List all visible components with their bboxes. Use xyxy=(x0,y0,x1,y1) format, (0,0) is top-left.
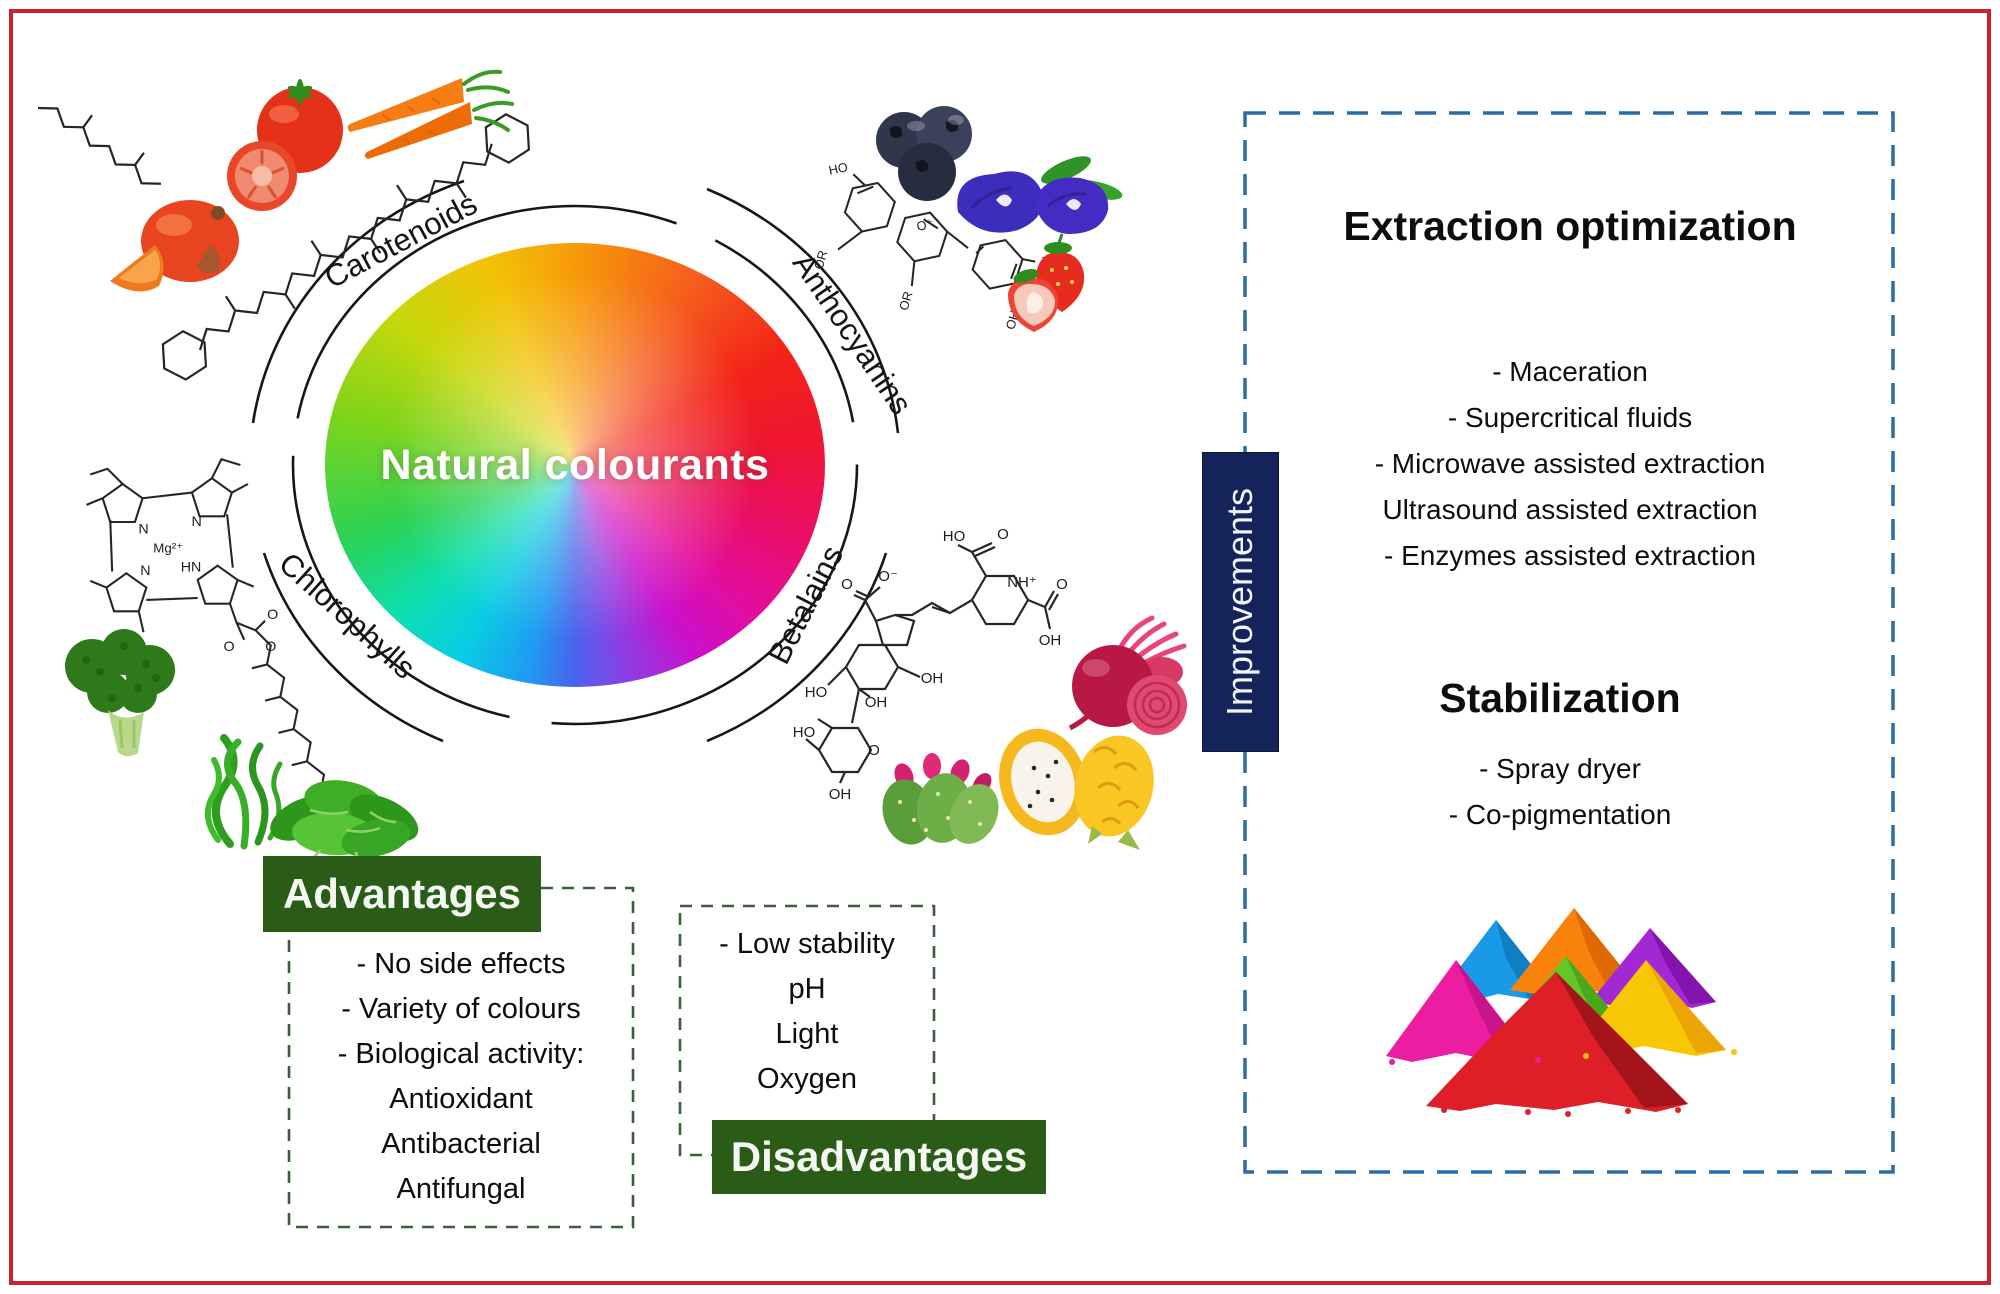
atom-label: O⁻ xyxy=(878,568,898,585)
atom-label: NH⁺ xyxy=(1007,574,1037,591)
atom-label: HO xyxy=(793,724,816,741)
dragon-fruit-illustration xyxy=(999,728,1154,850)
extraction-optimization-title: Extraction optimization xyxy=(1343,203,1797,249)
list-item: - No side effects xyxy=(356,948,566,980)
list-item: - Microwave assisted extraction xyxy=(1374,448,1766,479)
list-item: - Low stability xyxy=(719,928,895,960)
list-item: pH xyxy=(788,973,826,1005)
list-item: - Biological activity: xyxy=(337,1038,585,1070)
wheel-title: Natural colourants xyxy=(380,440,770,489)
cactus-illustration xyxy=(882,753,999,845)
atom-label: OH xyxy=(829,786,852,803)
atom-label: OR xyxy=(811,249,831,272)
list-item: Ultrasound assisted extraction xyxy=(1382,494,1758,525)
tomatoes-illustration xyxy=(227,79,343,211)
atom-label: HO xyxy=(805,684,828,701)
list-item: Light xyxy=(775,1018,839,1050)
spinach-illustration xyxy=(270,780,419,863)
list-item: - Enzymes assisted extraction xyxy=(1384,540,1756,571)
atom-label: Mg²⁺ xyxy=(153,540,183,555)
list-item: - Maceration xyxy=(1492,356,1648,387)
list-item: Oxygen xyxy=(757,1063,857,1095)
atom-label: HO xyxy=(827,159,849,178)
disadvantages-title: Disadvantages xyxy=(730,1133,1028,1180)
category-rings xyxy=(251,179,900,743)
atom-label: OH xyxy=(865,694,888,711)
strawberries-illustration xyxy=(1008,233,1085,332)
list-item: - Supercritical fluids xyxy=(1447,402,1693,433)
atom-label: N xyxy=(140,563,150,579)
atom-label: OH xyxy=(921,670,944,687)
list-item: - Spray dryer xyxy=(1479,753,1641,784)
list-item: - Variety of colours xyxy=(341,993,581,1025)
atom-label: O xyxy=(267,607,278,623)
stabilization-title: Stabilization xyxy=(1439,675,1681,721)
colour-wheel: Natural colourants xyxy=(325,243,825,687)
improvements-dashed-border xyxy=(1243,111,1895,1174)
seaweed-illustration xyxy=(205,734,283,850)
atom-label: O xyxy=(1056,576,1068,593)
atom-label: OR xyxy=(896,290,916,313)
list-item: Antibacterial xyxy=(381,1128,541,1160)
blueberries-illustration xyxy=(876,106,972,201)
disadvantages-header-box: Disadvantages xyxy=(712,1120,1046,1194)
list-item: Antifungal xyxy=(396,1173,526,1205)
list-item: Antioxidant xyxy=(389,1083,533,1115)
carotenoid-structure xyxy=(37,106,531,381)
improvements-side-tab: Improvements xyxy=(1202,452,1279,752)
disadvantages-items: - Low stability pH Light Oxygen xyxy=(680,922,934,1102)
atom-label: N xyxy=(138,521,148,537)
atom-label: HN xyxy=(181,559,202,575)
betanin-structure: O HO NH⁺ O OH O⁻ O OH OH HO HO O OH xyxy=(793,526,1068,803)
improvements-side-label: Improvements xyxy=(1219,487,1261,717)
atom-label: O xyxy=(223,639,234,655)
atom-label: O xyxy=(265,639,276,655)
atom-label: O xyxy=(841,576,853,593)
extraction-items: - Maceration - Supercritical fluids - Mi… xyxy=(1270,349,1870,579)
advantages-items: - No side effects - Variety of colours -… xyxy=(289,942,633,1212)
advantages-title: Advantages xyxy=(282,870,522,917)
atom-label: O xyxy=(997,526,1009,543)
atom-label: O⁺ xyxy=(915,216,934,234)
atom-label: OH xyxy=(1039,632,1062,649)
atom-label: N xyxy=(192,514,202,530)
stabilization-items: - Spray dryer - Co-pigmentation xyxy=(1280,746,1840,838)
broccoli-illustration xyxy=(65,629,175,757)
atom-label: O xyxy=(868,742,880,759)
carrots-illustration xyxy=(347,69,514,159)
chlorophyll-structure: N N N HN Mg²⁺ O O O O xyxy=(86,458,338,808)
anthocyanin-structure: HO OR O⁺ OR OH OH xyxy=(811,159,1054,331)
colour-powders-illustration xyxy=(1386,908,1737,1117)
butterfly-pea-flower-illustration xyxy=(957,156,1123,234)
persimmon-illustration xyxy=(110,200,239,292)
advantages-header-box: Advantages xyxy=(263,856,541,932)
atom-label: HO xyxy=(943,528,966,545)
list-item: - Co-pigmentation xyxy=(1448,799,1672,830)
beetroot-illustration xyxy=(1068,615,1187,735)
